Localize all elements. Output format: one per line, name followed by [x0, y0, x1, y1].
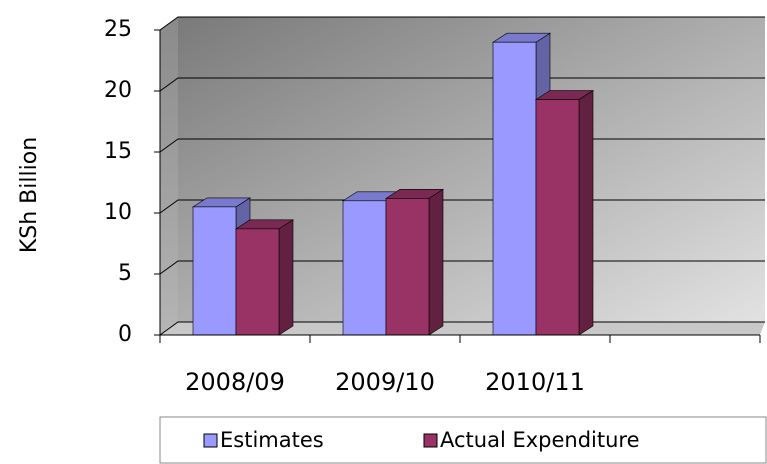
x-tick-label: 2009/10 — [335, 368, 435, 396]
y-tick-label: 20 — [104, 78, 132, 103]
grid-line — [159, 77, 765, 92]
bar — [235, 228, 280, 336]
legend — [159, 416, 767, 464]
x-tick-label: 2010/11 — [485, 368, 585, 396]
bar — [385, 198, 430, 336]
grid-line — [159, 16, 765, 31]
legend-swatch — [203, 433, 218, 448]
y-axis-title: KSh Billion — [17, 137, 42, 253]
bar-side — [578, 89, 594, 336]
bars — [191, 32, 595, 336]
side-wall — [160, 17, 178, 335]
bar — [342, 200, 387, 336]
bar — [535, 99, 580, 336]
y-tick-label: 0 — [118, 322, 132, 347]
bar-side — [428, 188, 444, 336]
floor — [160, 322, 765, 335]
legend-label: Estimates — [220, 428, 324, 452]
y-tick-label: 10 — [104, 200, 132, 225]
grid: 0 5 10 15 20 25 2008/09 2009/10 2010/11 — [104, 16, 765, 396]
bar-side — [278, 219, 294, 336]
bar — [192, 206, 237, 336]
legend-swatch — [423, 433, 438, 448]
y-tick-label: 25 — [104, 17, 132, 42]
x-tick-label: 2008/09 — [185, 368, 285, 396]
y-tick-label: 15 — [104, 139, 132, 164]
legend-label: Actual Expenditure — [440, 428, 640, 452]
back-wall — [178, 17, 765, 322]
bar — [492, 41, 537, 336]
y-tick-label: 5 — [118, 261, 132, 286]
legend-items: Estimates Actual Expenditure — [203, 428, 640, 452]
